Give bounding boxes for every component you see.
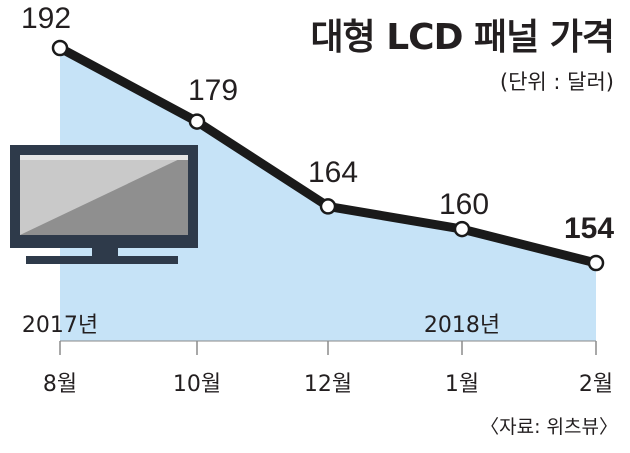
data-label: 164 (308, 156, 358, 189)
year-label: 2018년 (424, 313, 500, 338)
data-point (188, 113, 206, 130)
year-label: 2017년 (22, 313, 98, 338)
chart-title: 대형 LCD 패널 가격 (310, 17, 615, 58)
data-point (587, 254, 605, 272)
unit-label: (단위 : 달러) (499, 70, 614, 94)
x-tick-label: 12월 (304, 372, 352, 397)
x-tick-label: 1월 (445, 372, 479, 397)
source-label: 〈자료: 위츠뷰〉 (480, 416, 618, 438)
data-label: 192 (21, 2, 71, 35)
data-label: 160 (439, 188, 489, 221)
x-tick-label: 2월 (579, 372, 613, 397)
data-point (319, 198, 337, 215)
data-label: 179 (188, 74, 238, 107)
x-tick-label: 10월 (173, 372, 221, 397)
tv-monitor-icon (10, 145, 198, 264)
data-point (51, 39, 69, 57)
data-point (453, 220, 471, 238)
x-tick-label: 8월 (43, 372, 77, 397)
data-label: 154 (564, 212, 614, 245)
